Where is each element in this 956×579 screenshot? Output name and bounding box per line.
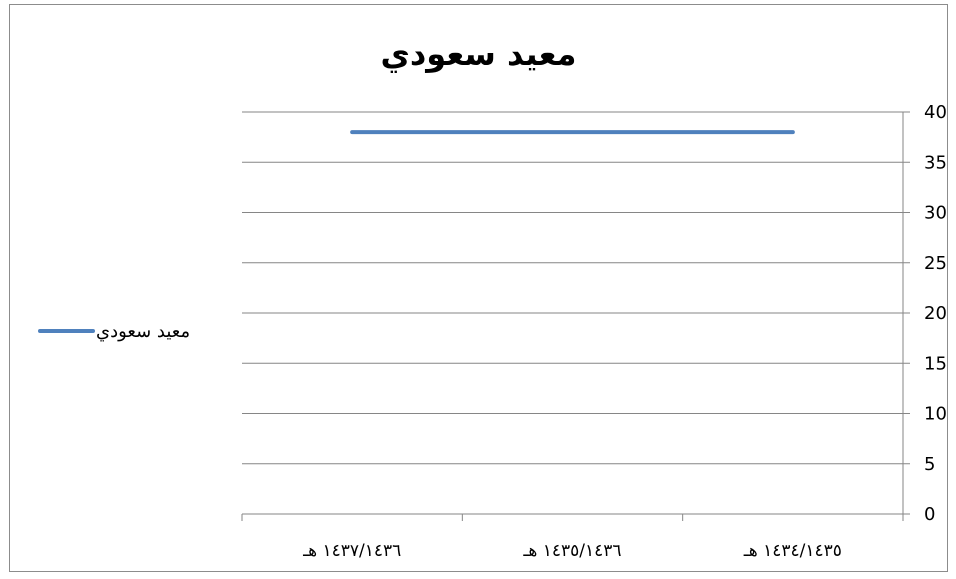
chart-title: معيد سعودي [380, 35, 577, 73]
legend-label: معيد سعودي [96, 321, 190, 342]
x-tick-label: ١٤٣٧/١٤٣٦ هـ [302, 541, 401, 561]
y-tick-label: 10 [924, 404, 947, 425]
y-tick-label: 5 [924, 454, 935, 475]
y-tick-label: 35 [924, 152, 947, 173]
y-tick-label: 15 [924, 353, 947, 374]
chart-frame: معيد سعودي [9, 4, 948, 572]
y-tick-label: 40 [924, 102, 947, 123]
y-tick-label: 20 [924, 303, 947, 324]
x-tick-label: ١٤٣٥/١٤٣٦ هـ [522, 541, 621, 561]
y-tick-label: 0 [924, 504, 935, 525]
y-tick-label: 25 [924, 253, 947, 274]
y-tick-label: 30 [924, 203, 947, 224]
x-tick-label: ١٤٣٤/١٤٣٥ هـ [743, 541, 842, 561]
